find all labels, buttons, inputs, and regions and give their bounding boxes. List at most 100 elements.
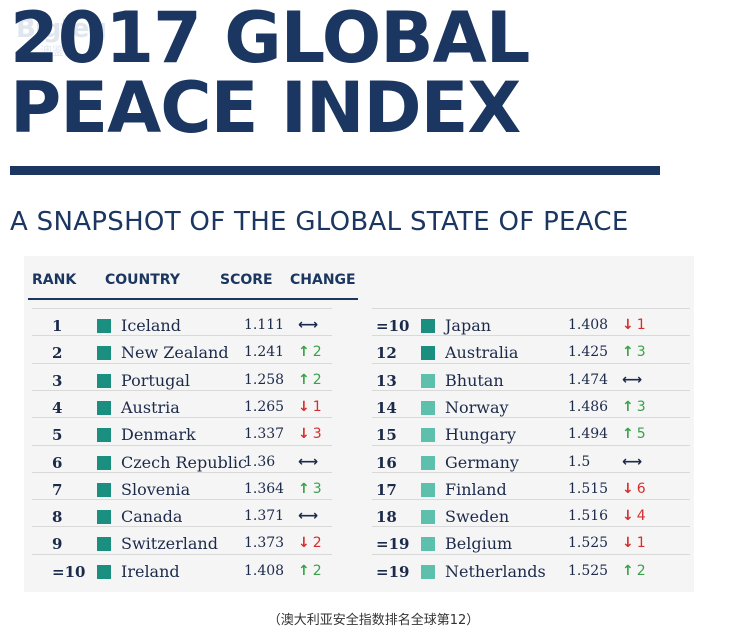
header-underline (28, 298, 358, 300)
rank-cell: =10 (52, 562, 86, 581)
row-separator (372, 308, 690, 309)
rank-cell: 4 (52, 398, 63, 417)
country-swatch (97, 428, 111, 443)
rank-cell: =10 (376, 317, 410, 335)
country-swatch (97, 482, 111, 497)
rank-cell: =19 (376, 562, 410, 581)
header-rank: RANK (32, 272, 77, 288)
arrow-down-icon: ↓ (298, 398, 310, 415)
arrow-up-icon: ↑ (298, 562, 310, 579)
score-cell: 1.241 (244, 344, 285, 361)
change-value: 3 (636, 344, 646, 361)
country-cell: New Zealand (121, 343, 229, 363)
no-change-arrow-icon: ⟷ (298, 453, 319, 470)
no-change-arrow-icon: ⟷ (622, 453, 643, 470)
change-value: 2 (312, 535, 322, 552)
ranking-table-panel (24, 256, 694, 592)
country-cell: Sweden (445, 507, 510, 527)
header-score: SCORE (220, 272, 273, 288)
score-cell: 1.364 (244, 480, 285, 497)
rank-cell: 6 (52, 453, 63, 472)
country-swatch (421, 564, 435, 579)
arrow-up-icon: ↑ (622, 426, 634, 443)
arrow-down-icon: ↓ (298, 426, 310, 443)
arrow-down-icon: ↓ (622, 480, 634, 497)
score-cell: 1.265 (244, 398, 285, 415)
rank-cell: 18 (376, 508, 397, 527)
change-value: 3 (636, 398, 646, 415)
page-title-line2: PEACE INDEX (10, 67, 521, 149)
change-indicator: ↑ 2 (298, 563, 322, 579)
row-separator (372, 362, 690, 364)
change-value: 2 (312, 344, 322, 361)
change-indicator: ↑ 2 (298, 344, 322, 360)
row-separator (32, 471, 332, 473)
country-swatch (421, 428, 435, 443)
change-indicator: ↓ 3 (298, 426, 322, 442)
country-swatch (421, 482, 435, 497)
arrow-down-icon: ↓ (622, 535, 634, 552)
change-value: 2 (312, 562, 322, 579)
country-cell: Czech Republic (121, 452, 247, 472)
watermark-text: Bigteg (16, 14, 107, 44)
row-separator (32, 444, 332, 446)
title-divider (10, 166, 660, 175)
country-swatch (97, 319, 111, 333)
arrow-down-icon: ↓ (298, 535, 310, 552)
row-separator (372, 499, 690, 501)
row-separator (32, 526, 332, 528)
row-separator (32, 389, 332, 391)
change-value: 2 (636, 562, 646, 579)
rank-cell: 3 (52, 371, 63, 390)
rank-cell: 5 (52, 426, 63, 445)
row-separator (372, 526, 690, 528)
row-separator (32, 553, 332, 555)
score-cell: 1.474 (568, 371, 609, 388)
score-cell: 1.515 (568, 480, 609, 497)
rank-cell: 8 (52, 508, 63, 527)
change-indicator: ↑ 3 (298, 481, 322, 497)
change-value: 6 (636, 480, 646, 497)
rank-cell: 16 (376, 453, 397, 472)
row-separator (372, 389, 690, 391)
country-cell: Germany (445, 452, 519, 472)
score-cell: 1.111 (244, 317, 285, 333)
row-separator (372, 417, 690, 419)
country-swatch (421, 400, 435, 415)
page-subtitle: A SNAPSHOT OF THE GLOBAL STATE OF PEACE (10, 207, 629, 237)
row-separator (32, 308, 332, 309)
change-indicator: ⟷ (298, 454, 318, 470)
score-cell: 1.371 (244, 508, 285, 525)
change-indicator: ↑ 3 (622, 344, 646, 360)
rank-cell: 17 (376, 480, 397, 499)
score-cell: 1.258 (244, 371, 285, 388)
change-indicator: ⟷ (298, 508, 318, 524)
change-indicator: ↓ 4 (622, 508, 646, 524)
change-value: 4 (636, 508, 646, 525)
no-change-arrow-icon: ⟷ (622, 371, 643, 388)
rank-cell: 14 (376, 398, 397, 417)
arrow-up-icon: ↑ (622, 562, 634, 579)
row-separator (372, 335, 690, 337)
country-cell: Switzerland (121, 534, 218, 554)
country-cell: Bhutan (445, 370, 504, 390)
caption: （澳大利亚安全指数排名全球第12） (267, 613, 480, 628)
page-title-line1: 2017 GLOBAL (10, 0, 530, 79)
score-cell: 1.408 (244, 562, 285, 579)
arrow-up-icon: ↑ (622, 344, 634, 361)
change-indicator: ⟷ (622, 454, 642, 470)
change-indicator: ↓ 1 (622, 535, 646, 551)
change-value: 1 (312, 398, 322, 415)
country-swatch (97, 537, 111, 552)
country-swatch (421, 455, 435, 470)
country-swatch (421, 510, 435, 525)
change-indicator: ⟷ (622, 372, 642, 388)
rank-cell: 2 (52, 344, 63, 363)
header-country: COUNTRY (105, 272, 180, 288)
rank-cell: 1 (52, 317, 63, 335)
watermark-logo: Bigteg 澳鉴网 (14, 14, 124, 58)
arrow-up-icon: ↑ (622, 398, 634, 415)
arrow-down-icon: ↓ (622, 317, 634, 333)
country-swatch (421, 373, 435, 388)
change-indicator: ↑ 5 (622, 426, 646, 442)
